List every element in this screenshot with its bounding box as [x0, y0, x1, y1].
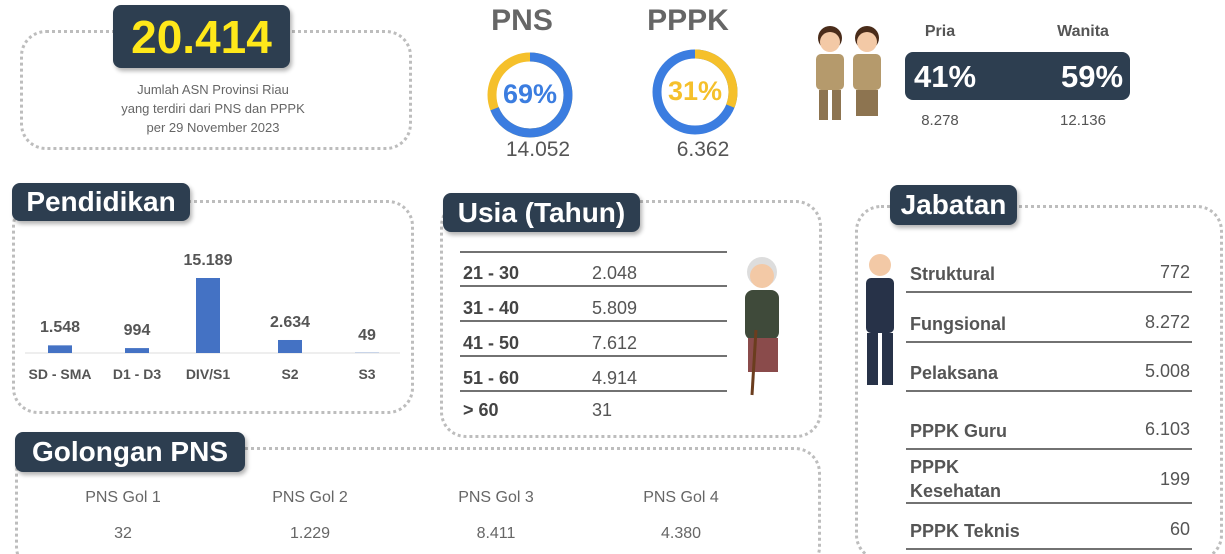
position-count: 8.272 — [1090, 312, 1190, 333]
position-name: PPPK Kesehatan — [910, 455, 1020, 503]
gender-count: 12.136 — [1033, 112, 1133, 129]
age-count: 7.612 — [592, 333, 637, 354]
gender-label: Wanita — [1033, 23, 1133, 41]
section-title: Jabatan — [890, 185, 1017, 225]
donut-count: 6.362 — [645, 138, 761, 162]
age-count: 2.048 — [592, 263, 637, 284]
donut-title: PNS — [462, 4, 582, 38]
total-badge: 20.414 — [113, 5, 290, 68]
donut-count: 14.052 — [480, 138, 596, 162]
rank-name: PNS Gol 1 — [53, 489, 193, 507]
caption-line: per 29 November 2023 — [60, 118, 366, 137]
rank-count: 8.411 — [426, 525, 566, 543]
bar-value-label: 994 — [97, 322, 177, 340]
position-count: 772 — [1090, 262, 1190, 283]
position-name: Fungsional — [910, 312, 1110, 336]
gender-count: 8.278 — [890, 112, 990, 129]
rank-name: PNS Gol 4 — [611, 489, 751, 507]
bar-category-label: S3 — [322, 366, 412, 382]
position-name: Struktural — [910, 262, 1110, 286]
rank-count: 4.380 — [611, 525, 751, 543]
rank-count: 1.229 — [240, 525, 380, 543]
age-range: > 60 — [463, 400, 499, 421]
gender-figures — [816, 26, 881, 120]
bar-value-label: 2.634 — [250, 314, 330, 332]
section-title: Golongan PNS — [15, 432, 245, 472]
bar-value-label: 1.548 — [20, 319, 100, 337]
bar-value-label: 49 — [327, 327, 407, 345]
position-count: 60 — [1090, 519, 1190, 540]
rank-count: 32 — [53, 525, 193, 543]
position-count: 199 — [1090, 469, 1190, 490]
infographic: 20.414 Jumlah ASN Provinsi Riauyang terd… — [0, 0, 1225, 554]
position-name: PPPK Teknis — [910, 519, 1110, 543]
caption-line: Jumlah ASN Provinsi Riau — [60, 80, 366, 99]
position-name: Pelaksana — [910, 361, 1110, 385]
age-range: 41 - 50 — [463, 333, 519, 354]
section-title: Usia (Tahun) — [443, 193, 640, 232]
donut-title: PPPK — [628, 4, 748, 38]
donut-percent: 69% — [490, 79, 570, 110]
caption-line: yang terdiri dari PNS dan PPPK — [60, 99, 366, 118]
gender-percent: 59% — [1042, 59, 1142, 95]
gender-label: Pria — [890, 23, 990, 41]
donut-percent: 31% — [655, 76, 735, 107]
rank-name: PNS Gol 3 — [426, 489, 566, 507]
age-count: 4.914 — [592, 368, 637, 389]
position-count: 5.008 — [1090, 361, 1190, 382]
age-range: 51 - 60 — [463, 368, 519, 389]
position-count: 6.103 — [1090, 419, 1190, 440]
position-name: PPPK Guru — [910, 419, 1110, 443]
age-range: 31 - 40 — [463, 298, 519, 319]
bar-category-label: DIV/S1 — [163, 366, 253, 382]
age-range: 21 - 30 — [463, 263, 519, 284]
bar-value-label: 15.189 — [168, 252, 248, 270]
age-count: 31 — [592, 400, 612, 421]
gender-percent: 41% — [895, 59, 995, 95]
age-count: 5.809 — [592, 298, 637, 319]
section-title: Pendidikan — [12, 183, 190, 221]
rank-name: PNS Gol 2 — [240, 489, 380, 507]
